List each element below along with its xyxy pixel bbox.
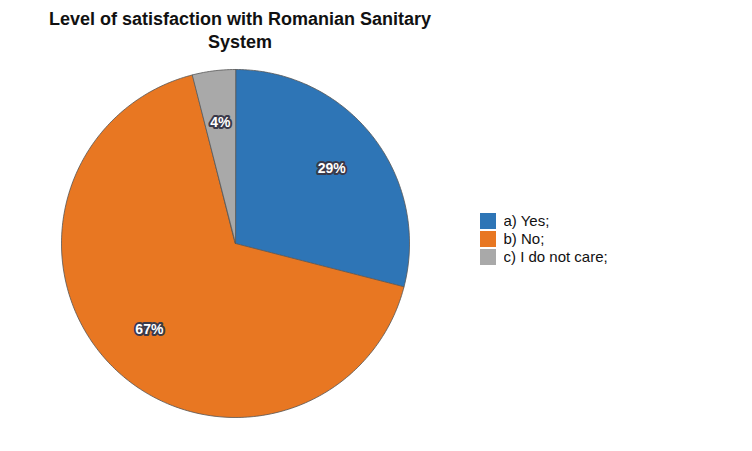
svg-text:29%: 29% — [318, 160, 347, 176]
html-text:a) Yes;: a) Yes; — [503, 212, 550, 230]
html-text:c) I do not care;: c) I do not care; — [503, 248, 608, 266]
svg-text:4%: 4% — [210, 114, 231, 130]
html-text:Level of satisfaction with Rom: Level of satisfaction with Romanian Sani… — [49, 9, 431, 52]
svg-text:67%: 67% — [135, 321, 164, 337]
html-text:b) No;: b) No; — [503, 230, 545, 248]
